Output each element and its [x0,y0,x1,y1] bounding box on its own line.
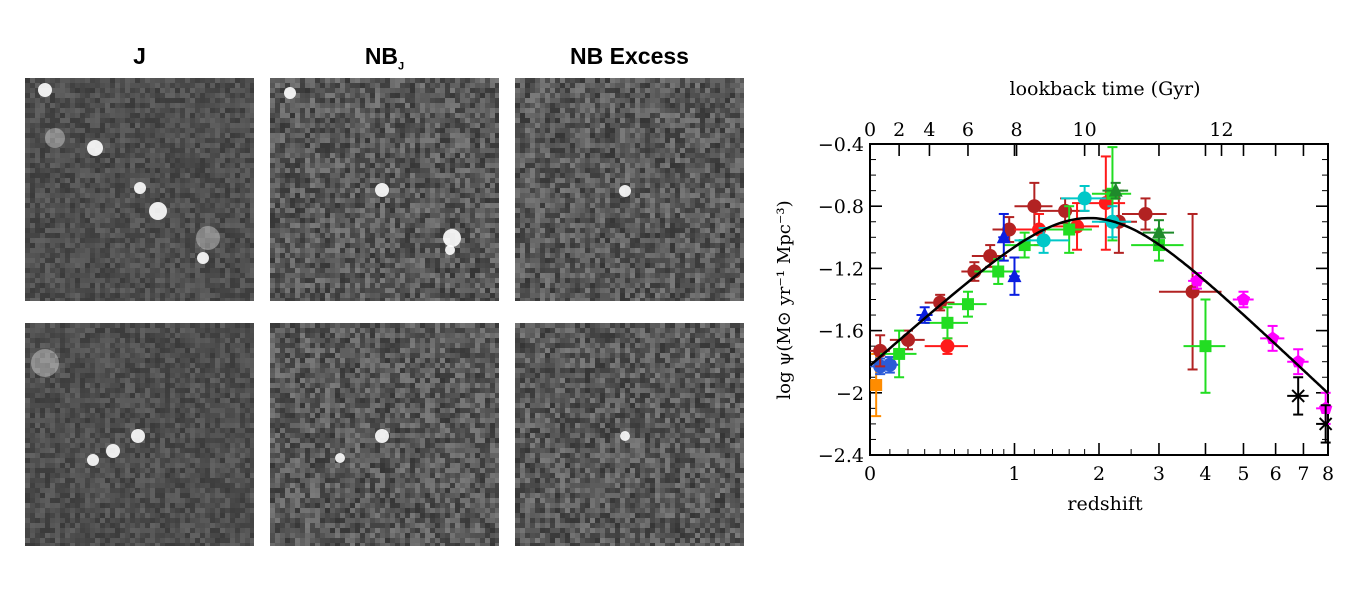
stamp-excess-bottom [515,323,744,546]
model-curve [869,216,1329,395]
stamp-j-bottom [25,323,254,546]
y-tick-label: −0.4 [818,134,864,156]
source-blob [445,245,455,255]
data-point-pentagon [1266,331,1280,344]
star-formation-history-chart: 0 1 2 3 4 5 6 7 80 2 4 6 8 10 12−2.4−2−1.6−1.2−0.8−0.4… [774,78,1334,515]
source-blob [87,140,103,156]
y-tick-label: −0.8 [818,196,864,218]
source-blob [196,226,220,250]
top-tick-label: 0 [864,119,876,141]
top-tick-label: 6 [962,119,974,141]
source-blob [45,128,65,148]
data-point-triangle [996,229,1011,244]
data-point-square [941,316,954,329]
data-point-square [961,298,974,311]
y-tick-label: −1.6 [818,321,864,343]
y-axis-label: log ψ(M⊙ yr⁻¹ Mpc⁻³) [774,200,795,399]
data-point-triangle [917,307,932,322]
source-blob [149,202,167,220]
data-point-circle [1077,191,1092,206]
x-axis-label: redshift [1067,493,1143,515]
data-point-square [1199,340,1212,353]
data-point-pentagon [1291,354,1305,368]
source-blob [335,453,345,463]
x-tick-label: 5 [1237,463,1249,485]
data-point-circle [933,295,948,310]
panel-title-j: J [133,43,146,69]
source-blob [443,229,461,247]
x-tick-label: 1 [1008,463,1020,485]
source-blob [31,349,59,377]
top-axis-label: lookback time (Gyr) [1010,78,1201,100]
source-blob [134,182,146,194]
data-point-triangle [1151,224,1166,239]
source-blob [284,87,296,99]
stamp-j-top [25,78,254,301]
top-tick-label: 8 [1011,119,1023,141]
data-point-pentagon [1236,292,1251,306]
source-blob [38,83,52,97]
data-point-triangle [1007,268,1022,283]
x-tick-label: 8 [1322,463,1334,485]
x-tick-label: 7 [1297,463,1309,485]
top-tick-label: 12 [1209,119,1233,141]
x-tick-label: 4 [1199,463,1211,485]
data-point-circle [940,339,955,354]
stamp-excess-top [515,78,744,301]
panel-title-nbj: NBJ [364,43,405,73]
y-tick-label: −1.2 [818,258,864,280]
stamp-nbj-bottom [270,323,499,546]
y-tick-label: −2.4 [818,445,864,467]
source-blob [106,444,120,458]
source-blob [375,183,389,197]
panel-title-nb-excess: NB Excess [570,43,689,69]
data-point-square [992,265,1005,278]
data-point-circle [1036,233,1051,248]
top-tick-label: 2 [893,119,905,141]
data-point-circle [882,357,897,372]
data-point-circle [1138,206,1153,221]
data-point-circle [901,332,916,347]
source-blob [620,431,630,441]
data-point-cross [1291,389,1305,403]
data-point-square [893,347,906,360]
y-tick-label: −2 [836,383,864,405]
top-tick-label: 4 [923,119,935,141]
data-point-circle [1002,222,1017,237]
source-blob [87,454,99,466]
x-tick-label: 2 [1093,463,1105,485]
x-tick-label: 0 [864,463,876,485]
x-tick-label: 6 [1270,463,1282,485]
data-point-circle [1027,199,1042,214]
data-point-square [1063,223,1076,236]
source-blob [375,429,389,443]
source-blob [197,252,209,264]
data-point-triangle [1108,182,1123,197]
data-point-square [870,379,883,392]
source-blob [619,185,631,197]
data-point-cross [1318,417,1333,431]
x-tick-label: 3 [1153,463,1165,485]
source-blob [131,429,145,443]
stamp-nbj-top [270,78,499,301]
top-tick-label: 10 [1073,119,1097,141]
